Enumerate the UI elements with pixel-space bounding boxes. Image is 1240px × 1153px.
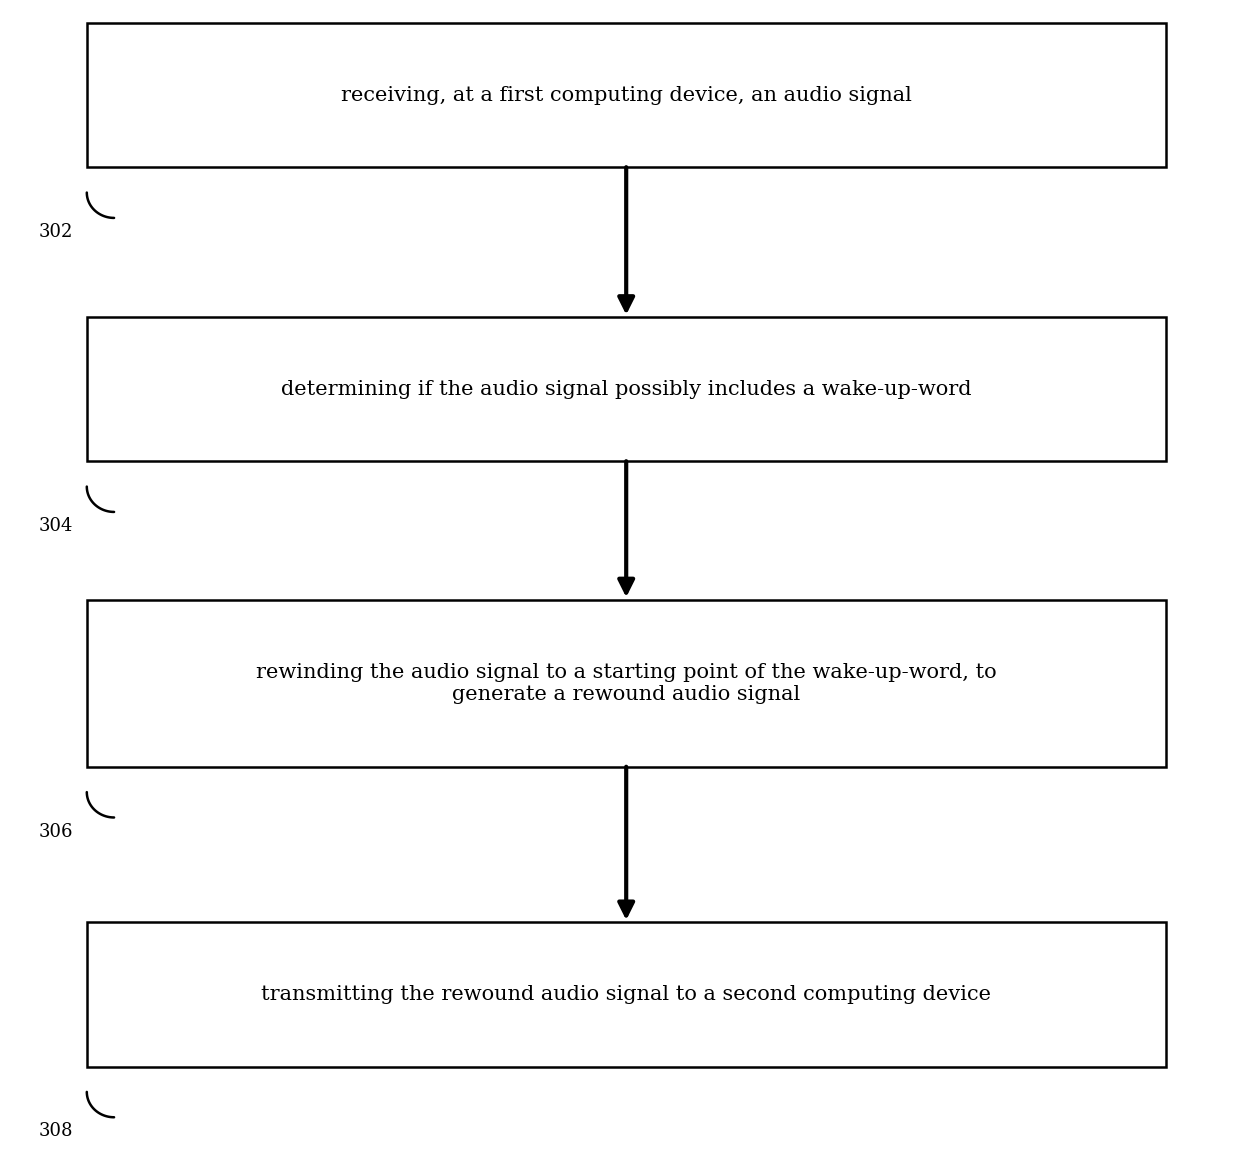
Text: determining if the audio signal possibly includes a wake-up-word: determining if the audio signal possibly… xyxy=(281,379,971,399)
Text: transmitting the rewound audio signal to a second computing device: transmitting the rewound audio signal to… xyxy=(262,985,991,1004)
Bar xyxy=(87,317,1166,461)
Bar xyxy=(87,23,1166,167)
Text: 302: 302 xyxy=(38,223,73,241)
Text: 306: 306 xyxy=(38,822,73,841)
Bar xyxy=(87,600,1166,767)
Text: 308: 308 xyxy=(38,1122,73,1140)
Text: 304: 304 xyxy=(38,517,73,535)
Text: receiving, at a first computing device, an audio signal: receiving, at a first computing device, … xyxy=(341,85,911,105)
Text: rewinding the audio signal to a starting point of the wake-up-word, to
generate : rewinding the audio signal to a starting… xyxy=(255,663,997,703)
Bar xyxy=(87,922,1166,1067)
